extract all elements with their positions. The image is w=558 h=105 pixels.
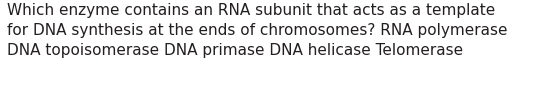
Text: Which enzyme contains an RNA subunit that acts as a template
for DNA synthesis a: Which enzyme contains an RNA subunit tha… xyxy=(7,3,507,58)
